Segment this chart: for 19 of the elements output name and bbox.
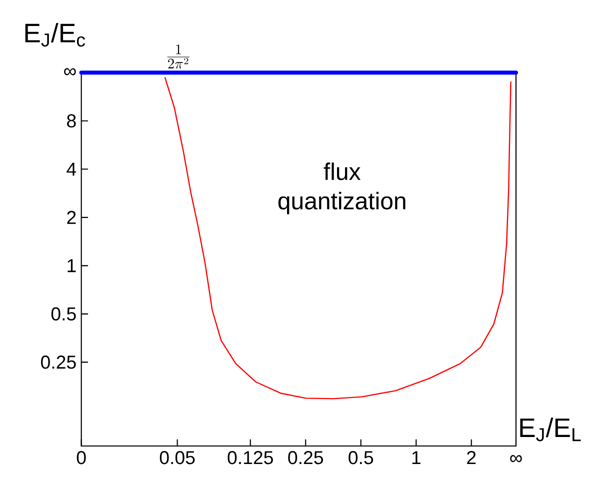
x-tick-label: 1 [412, 451, 420, 464]
y-axis-title: E$_{J}$/E$_{c}$ [25, 22, 86, 47]
x-tick-label: 0 [76, 450, 86, 464]
annotation: $\frac{1}{2\pi^2}$ [167, 44, 190, 69]
y-tick-label: 4 [66, 162, 76, 176]
annotation: flux quantization [278, 162, 406, 214]
x-tick-label: 0.125 [228, 450, 273, 464]
x-tick-label: 0.05 [160, 450, 195, 464]
y-tick-label: 0.25 [41, 356, 76, 369]
y-tick-label: 8 [67, 114, 76, 128]
y-tick-label: ∞ [64, 68, 76, 76]
y-tick-label: 1 [68, 259, 76, 272]
y-tick-label: 2 [67, 210, 76, 224]
x-tick-label: ∞ [510, 455, 522, 462]
x-tick-label: 2 [467, 450, 476, 464]
x-tick-label: 0.5 [348, 450, 374, 464]
y-tick-label: 0.5 [51, 307, 76, 321]
x-tick-label: 0.25 [288, 450, 323, 464]
x-axis-title: E$_{J}$/E$_{L}$ [520, 418, 581, 442]
